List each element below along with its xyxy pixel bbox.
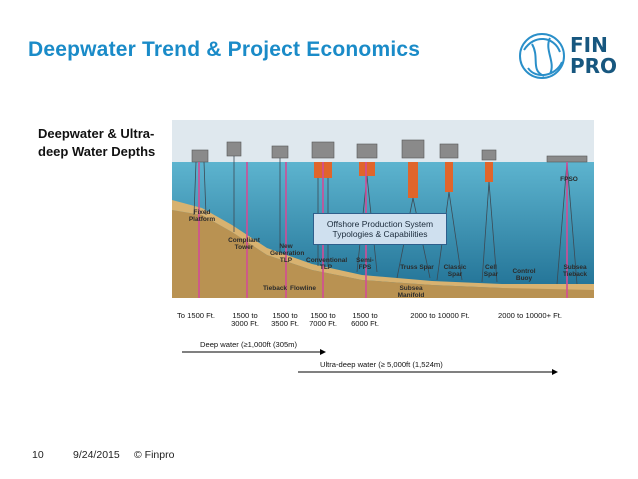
slide-date: 9/24/2015 bbox=[73, 449, 120, 461]
finpro-logo-icon bbox=[519, 33, 565, 79]
slide-title: Deepwater Trend & Project Economics bbox=[28, 38, 421, 61]
ultradeep-label: Ultra-deep water (≥ 5,000ft (1,524m) bbox=[320, 360, 443, 369]
depth-semi: 1500 to 6000 Ft. bbox=[351, 311, 379, 328]
label-fpso: FPSO bbox=[560, 176, 578, 183]
label-conventional-tlp: Conventional TLP bbox=[306, 257, 348, 271]
label-fixed-platform: Fixed Platform bbox=[188, 209, 216, 223]
depth-fixed: To 1500 Ft. bbox=[177, 311, 215, 320]
depth-compliant: 1500 to 3000 Ft. bbox=[231, 311, 259, 328]
label-semi-fps: Semi-FPS bbox=[356, 257, 374, 271]
label-new-generation-tlp: New Generation TLP bbox=[270, 243, 305, 264]
logo-text-fin: FIN bbox=[570, 33, 608, 57]
deepwater-label: Deep water (≥1,000ft (305m) bbox=[200, 340, 298, 349]
slide-subtitle: Deepwater & Ultra-deep Water Depths bbox=[38, 126, 156, 159]
label-control-buoy: Control Buoy bbox=[512, 268, 536, 282]
depth-ngtlp: 1500 to 3500 Ft. bbox=[271, 311, 299, 328]
depth-range-arrows bbox=[182, 349, 558, 375]
label-cell-spar: Cell Spar bbox=[483, 264, 499, 278]
label-classic-spar: Classic Spar bbox=[443, 264, 467, 278]
label-flowline: Flowline bbox=[290, 285, 316, 292]
depth-spar: 2000 to 10000 Ft. bbox=[410, 311, 470, 320]
label-subsea-manifold: Subsea Manifold bbox=[397, 285, 425, 299]
typologies-callout-box: Offshore Production System Typologies & … bbox=[313, 213, 447, 245]
depth-tlp: 1500 to 7000 Ft. bbox=[309, 311, 337, 328]
page-number: 10 bbox=[32, 449, 44, 461]
depth-fpso: 2000 to 10000+ Ft. bbox=[498, 311, 562, 320]
logo-text-pro: PRO bbox=[570, 54, 618, 78]
label-truss-spar: Truss Spar bbox=[400, 264, 434, 271]
label-tieback: Tieback bbox=[262, 285, 288, 292]
label-subsea-tieback: Subsea Tieback bbox=[562, 264, 588, 278]
copyright: © Finpro bbox=[134, 449, 175, 461]
label-compliant-tower: Compliant Tower bbox=[228, 237, 260, 251]
